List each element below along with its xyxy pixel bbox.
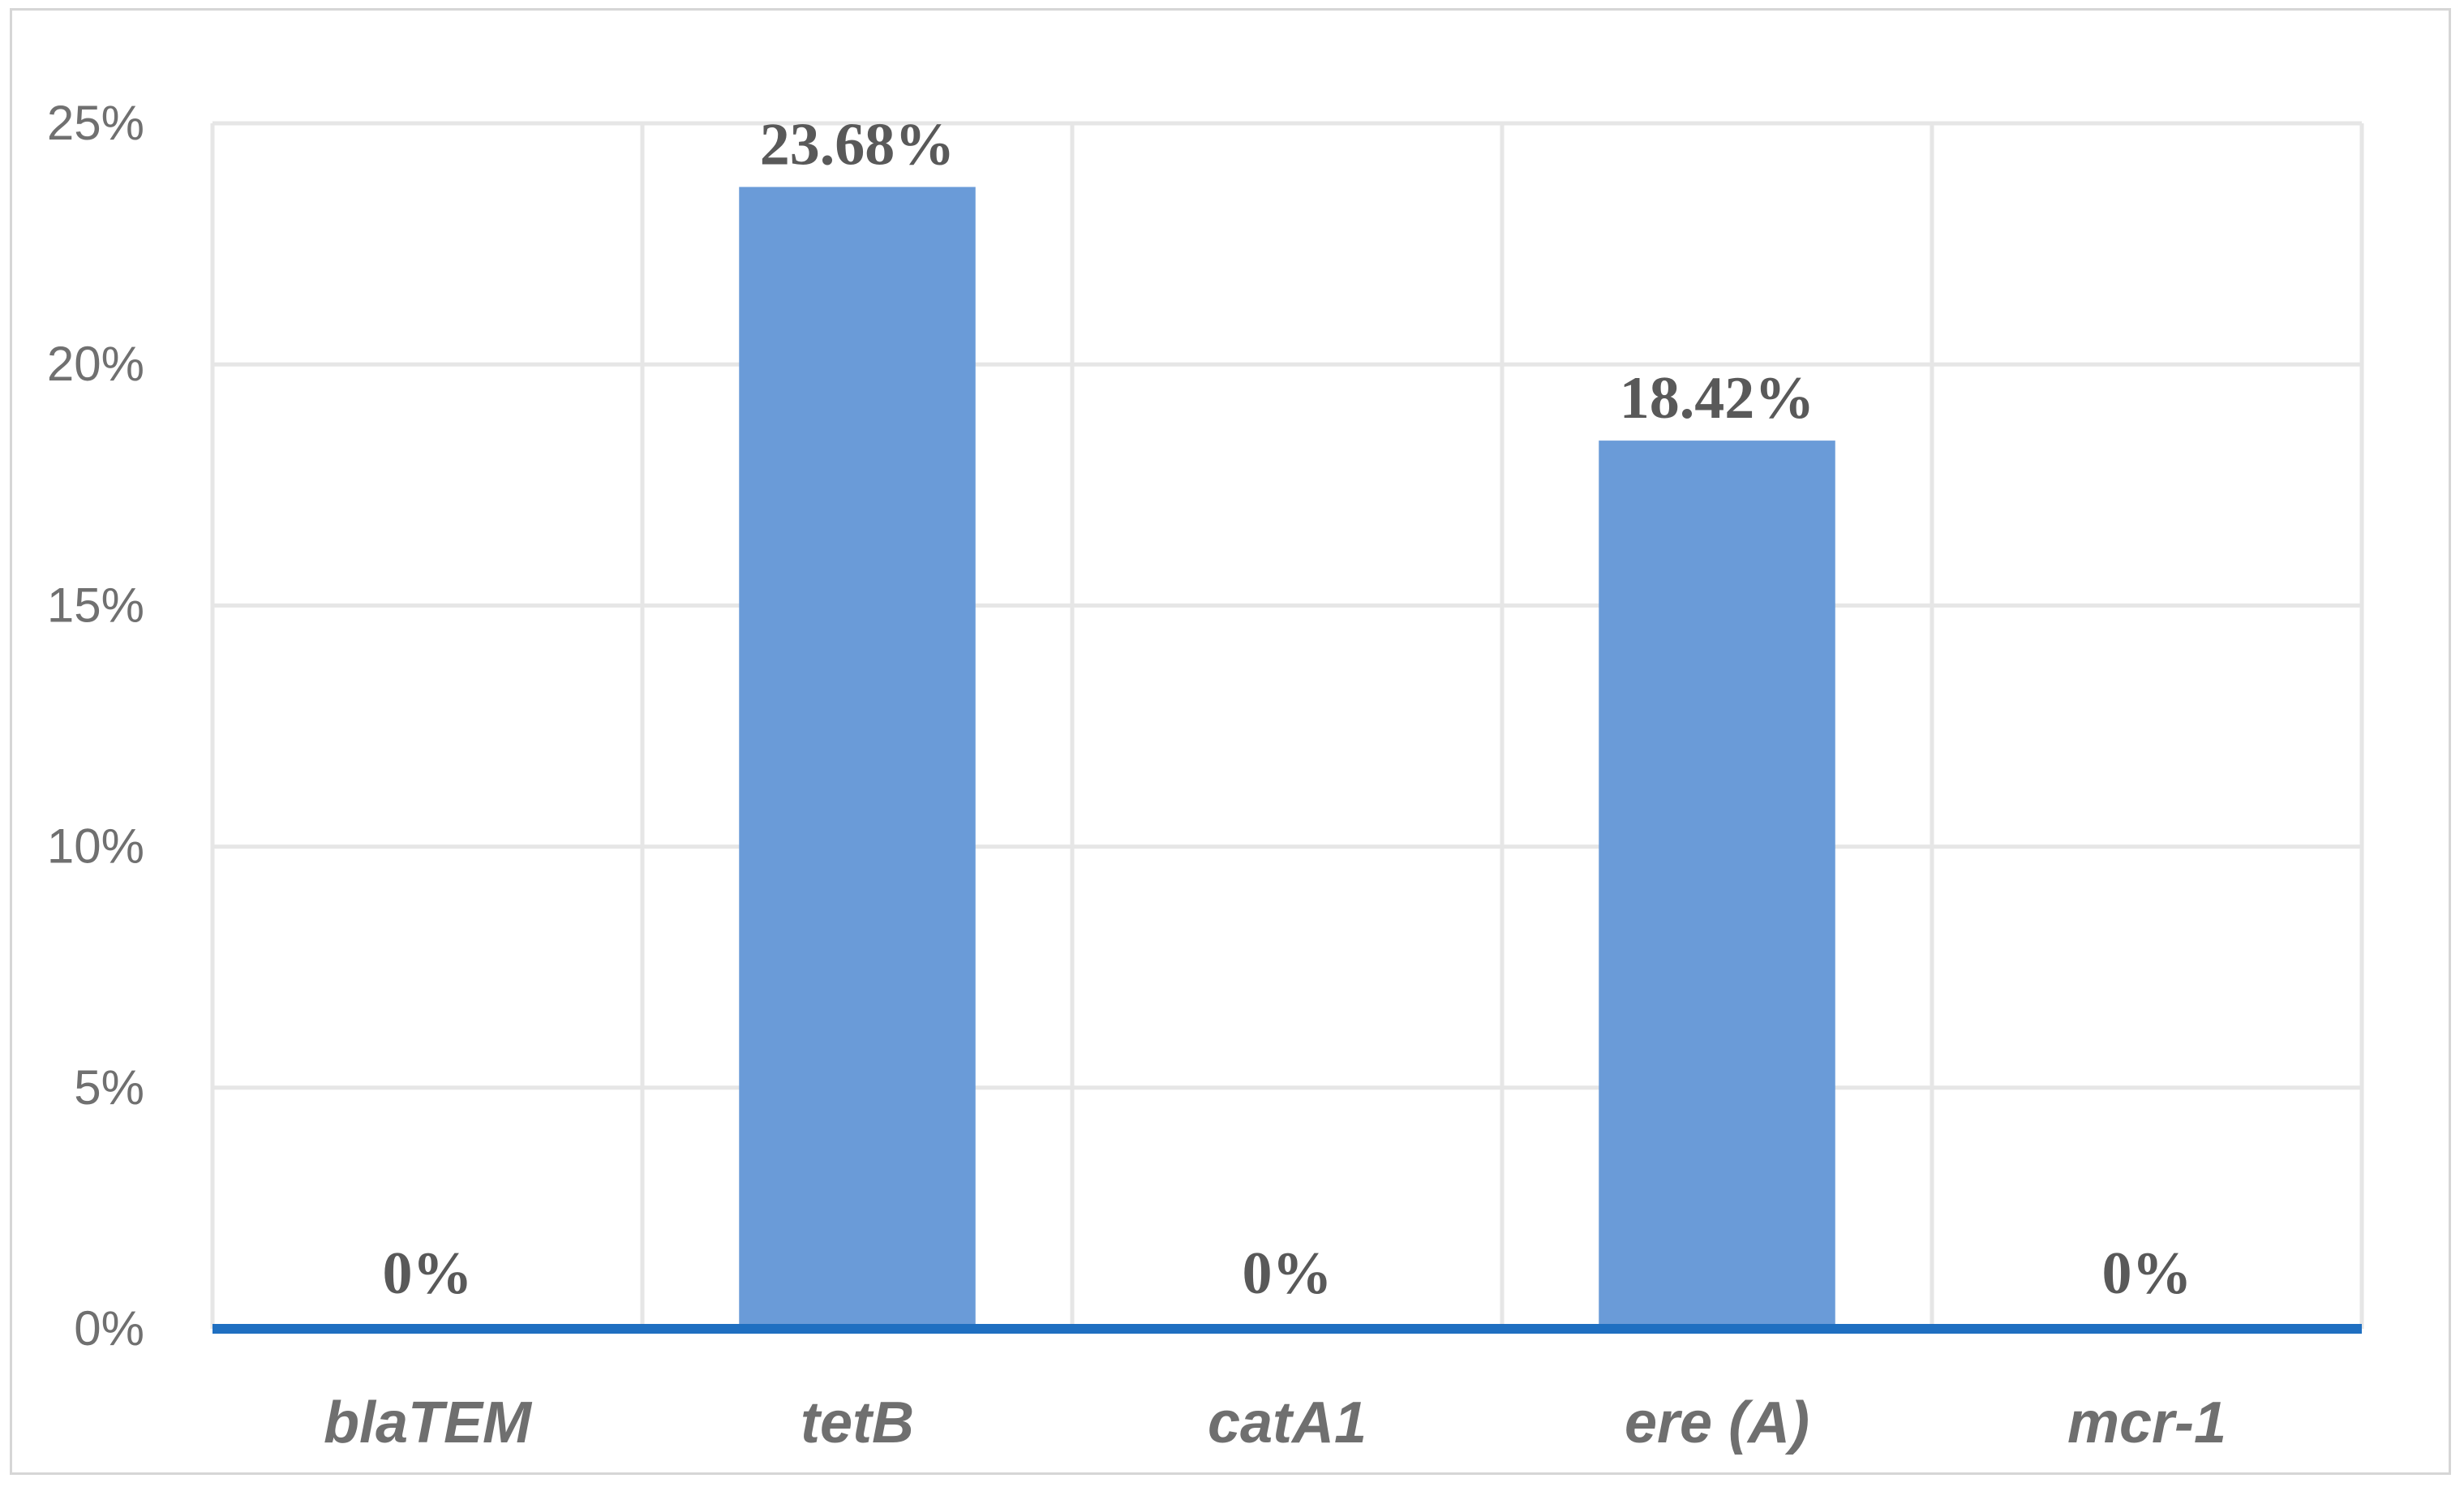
y-tick-label: 10% [47, 819, 144, 874]
data-label: 23.68% [760, 111, 955, 178]
x-tick-label: mcr-1 [2067, 1390, 2226, 1455]
data-labels: 0% 23.68% 0% 18.42% 0% [383, 111, 2192, 1307]
data-label: 0% [2102, 1240, 2192, 1307]
y-tick-label: 15% [47, 578, 144, 632]
y-tick-label: 25% [47, 96, 144, 150]
x-tick-label: ere (A) [1625, 1390, 1809, 1455]
bar-tetb [739, 187, 976, 1329]
chart-frame [10, 8, 2451, 1475]
gridlines [210, 121, 2364, 1329]
y-tick-labels: 0% 5% 10% 15% 20% 25% [47, 96, 144, 1356]
x-tick-label: tetB [801, 1390, 914, 1455]
bars [739, 187, 1835, 1329]
x-tick-label: catA1 [1208, 1390, 1367, 1455]
x-tick-labels: blaTEM tetB catA1 ere (A) mcr-1 [324, 1390, 2226, 1455]
y-tick-label: 5% [74, 1060, 144, 1115]
y-tick-label: 0% [74, 1301, 144, 1356]
x-tick-label: blaTEM [324, 1390, 533, 1455]
data-label: 0% [1243, 1240, 1333, 1307]
bar-ere-a- [1599, 441, 1835, 1329]
data-label: 0% [383, 1240, 473, 1307]
y-tick-label: 20% [47, 337, 144, 391]
data-label: 18.42% [1620, 365, 1815, 432]
